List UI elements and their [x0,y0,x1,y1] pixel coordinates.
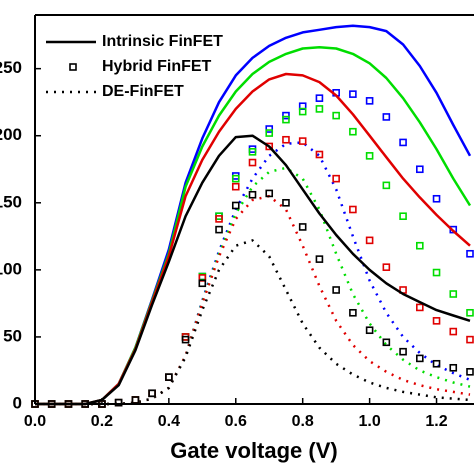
marker [148,389,156,398]
series-line [35,239,471,406]
marker [198,279,207,288]
marker [432,359,441,368]
y-tick-label: 0 [13,393,22,412]
x-tick-label: 0.0 [24,413,46,430]
x-tick-label: 0.2 [91,413,113,430]
marker [365,152,374,160]
y-tick-label: 150 [0,192,22,211]
marker [365,236,374,245]
marker [416,165,424,174]
marker [432,317,441,325]
legend-label: Intrinsic FinFET [102,33,223,50]
marker [416,303,424,312]
marker [449,327,458,336]
marker [131,396,140,404]
x-tick-label: 1.0 [358,413,380,430]
marker [165,373,173,381]
series-line [35,166,471,406]
marker [165,373,173,381]
marker [315,255,324,263]
legend-label: Hybrid FinFET [102,58,212,75]
marker [349,127,357,136]
series-line [35,24,472,406]
marker [131,396,140,404]
x-tick-label: 0.6 [225,413,247,430]
marker [248,148,257,156]
marker [231,201,240,210]
marker [231,182,240,191]
y-tick-label: 50 [3,326,22,345]
marker [148,389,156,398]
marker [365,326,374,335]
x-tick-label: 0.8 [292,413,314,430]
marker [416,354,424,363]
marker [382,181,391,190]
marker [349,90,357,98]
x-tick-label: 0.4 [158,413,180,430]
legend-marker [69,63,77,71]
marker [315,150,324,159]
marker [332,286,340,294]
marker [365,97,374,105]
marker [399,212,407,221]
series-line [35,134,471,406]
marker [349,205,357,214]
marker [432,194,441,203]
marker [466,249,474,258]
marker [466,335,474,344]
marker [282,111,290,120]
marker [399,138,407,147]
x-axis-label: Gate voltage (V) [170,438,337,463]
marker [265,125,274,133]
y-tick-label: 250 [0,58,22,77]
legend-label: DE-FinFET [102,83,184,100]
marker [298,223,307,231]
marker [248,158,257,167]
marker [114,398,123,407]
marker [298,137,307,145]
marker [382,263,391,271]
series-line [35,194,471,406]
marker [215,225,223,234]
marker [265,142,274,151]
marker [131,396,140,404]
marker [382,338,391,347]
marker [466,308,474,317]
marker [282,135,290,144]
marker [148,389,156,398]
marker [165,373,173,381]
marker [181,335,190,344]
marker [399,347,407,356]
marker [432,268,441,277]
marker [315,94,324,102]
marker [416,241,424,250]
marker [131,396,140,404]
marker [332,174,340,183]
marker [382,113,391,121]
marker [332,111,340,120]
marker [282,115,290,124]
marker [148,389,156,398]
series-line [35,45,472,406]
marker [298,107,307,116]
y-tick-label: 200 [0,125,22,144]
marker [449,363,458,372]
x-tick-label: 1.2 [425,413,447,430]
marker [215,215,223,223]
marker [449,290,458,298]
marker [282,198,290,207]
marker [248,190,257,199]
marker [349,308,357,317]
marker [466,368,474,376]
marker [315,105,324,113]
marker [165,373,173,381]
marker [231,174,240,183]
marker [265,189,274,198]
y-tick-label: 100 [0,259,22,278]
marker [265,129,274,137]
